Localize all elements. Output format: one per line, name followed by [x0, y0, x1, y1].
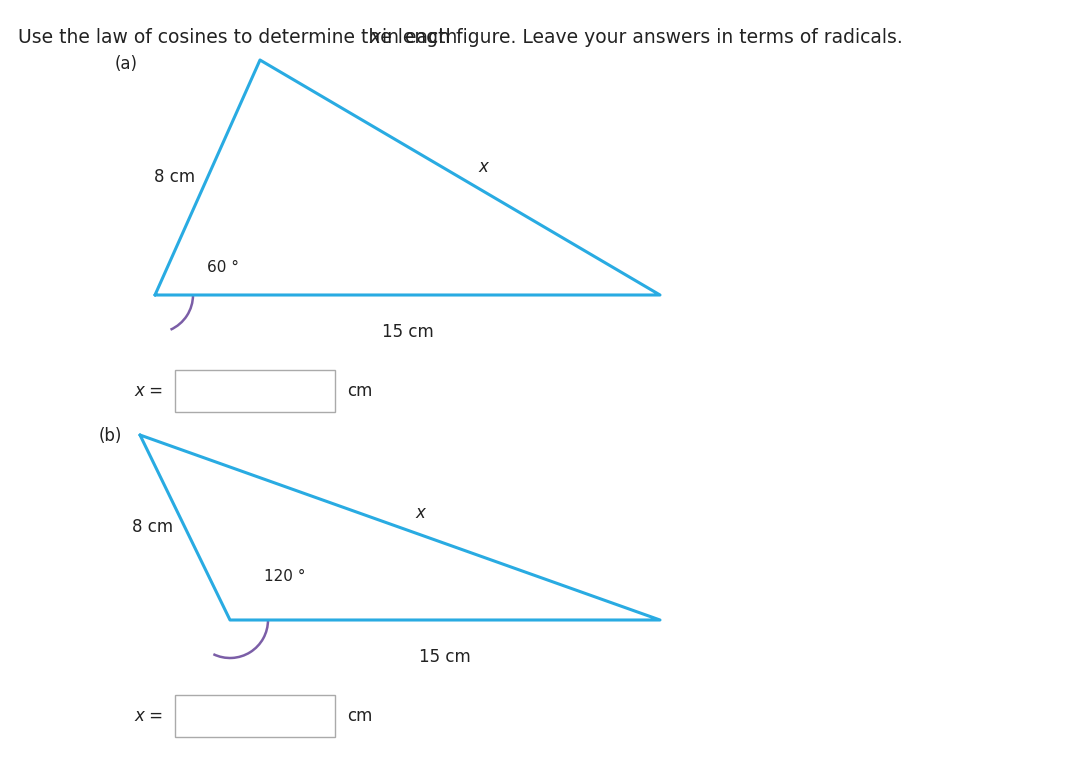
Text: 60 °: 60 °: [207, 260, 239, 275]
FancyBboxPatch shape: [175, 370, 335, 412]
Text: 8 cm: 8 cm: [155, 169, 196, 186]
Text: x: x: [415, 503, 425, 522]
Text: x: x: [478, 159, 487, 176]
Text: x: x: [369, 28, 381, 47]
Text: 120 °: 120 °: [264, 569, 305, 584]
Text: (b): (b): [99, 427, 122, 445]
Text: Use the law of cosines to determine the length: Use the law of cosines to determine the …: [18, 28, 464, 47]
Text: x =: x =: [134, 707, 164, 725]
Text: x =: x =: [134, 382, 164, 400]
Text: 8 cm: 8 cm: [132, 519, 173, 536]
Text: cm: cm: [347, 382, 373, 400]
Text: (a): (a): [115, 55, 138, 73]
Text: 15 cm: 15 cm: [381, 323, 433, 341]
FancyBboxPatch shape: [175, 695, 335, 737]
Text: in each figure. Leave your answers in terms of radicals.: in each figure. Leave your answers in te…: [376, 28, 903, 47]
Text: cm: cm: [347, 707, 373, 725]
Text: 15 cm: 15 cm: [419, 648, 471, 666]
